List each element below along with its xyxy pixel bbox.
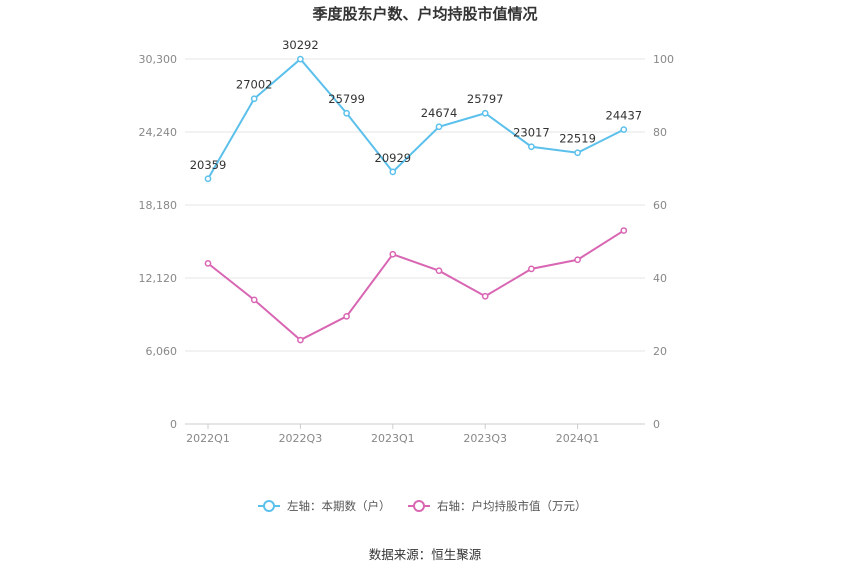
- legend-marker: [413, 500, 425, 512]
- series-lines: [204, 55, 628, 344]
- data-label: 24437: [606, 109, 643, 123]
- data-label: 23017: [513, 126, 550, 140]
- right-tick-label: 0: [653, 418, 660, 431]
- legend[interactable]: 左轴：本期数（户） 右轴：户均持股市值（万元）: [258, 499, 587, 513]
- gridlines: [185, 58, 645, 425]
- series-1: [204, 55, 628, 183]
- left-tick-label: 24,240: [139, 126, 178, 139]
- series-line: [207, 57, 625, 180]
- data-point: [574, 149, 581, 157]
- data-point: [204, 175, 212, 183]
- data-point: [343, 109, 350, 117]
- data-label: 25799: [328, 92, 365, 106]
- left-axis-ticks: 0 6,060 12,120 18,180 24,240 30,300: [139, 53, 178, 431]
- data-point: [620, 126, 628, 133]
- left-tick-label: 6,060: [146, 345, 178, 358]
- x-tick-label: 2022Q1: [186, 432, 230, 445]
- data-label: 20359: [190, 158, 227, 172]
- right-tick-label: 60: [653, 199, 667, 212]
- data-point: [481, 292, 489, 300]
- data-labels: 20359 27002 30292 25799 20929 24674 25797 23017…: [190, 38, 642, 172]
- right-axis-ticks: 0 20 40 60 80 100: [653, 53, 674, 431]
- data-point: [435, 123, 443, 131]
- series-2: [204, 227, 628, 344]
- data-label: 22519: [559, 132, 596, 146]
- data-point: [343, 312, 350, 320]
- left-tick-label: 18,180: [139, 199, 178, 212]
- data-point: [528, 143, 535, 151]
- legend-item: 左轴：本期数（户）: [258, 499, 391, 513]
- legend-item: 右轴：户均持股市值（万元）: [408, 499, 587, 513]
- data-point: [528, 265, 535, 273]
- data-point: [620, 227, 628, 234]
- series-line: [207, 229, 625, 342]
- right-tick-label: 80: [653, 126, 667, 139]
- data-label: 24674: [421, 106, 458, 120]
- x-tick-label: 2023Q1: [371, 432, 415, 445]
- data-label: 30292: [282, 38, 319, 52]
- chart-title: 季度股东户数、户均持股市值情况: [312, 5, 537, 23]
- right-tick-label: 40: [653, 272, 667, 285]
- x-tick-label: 2024Q1: [556, 432, 600, 445]
- left-tick-label: 12,120: [139, 272, 178, 285]
- data-point: [389, 168, 397, 176]
- data-point: [204, 260, 212, 267]
- data-point: [250, 95, 258, 103]
- data-point: [435, 267, 443, 275]
- left-tick-label: 30,300: [139, 53, 178, 66]
- x-tick-label: 2022Q3: [279, 432, 323, 445]
- data-point: [389, 250, 397, 258]
- data-label: 20929: [375, 151, 412, 165]
- source-note: 数据来源：恒生聚源: [369, 547, 482, 562]
- x-tick-label: 2023Q3: [463, 432, 507, 445]
- right-tick-label: 20: [653, 345, 667, 358]
- legend-marker: [263, 500, 275, 512]
- data-point: [297, 55, 304, 63]
- legend-label: 左轴：本期数（户）: [287, 499, 391, 513]
- right-tick-label: 100: [653, 53, 674, 66]
- data-point: [297, 336, 304, 344]
- data-point: [481, 109, 489, 117]
- left-tick-label: 0: [170, 418, 177, 431]
- data-point: [574, 256, 581, 264]
- legend-label: 右轴：户均持股市值（万元）: [437, 499, 587, 513]
- data-point: [250, 296, 258, 304]
- x-axis: 2022Q1 2022Q3 2023Q1 2023Q3 2024Q1: [186, 424, 599, 445]
- data-label: 25797: [467, 92, 504, 106]
- data-label: 27002: [236, 78, 273, 92]
